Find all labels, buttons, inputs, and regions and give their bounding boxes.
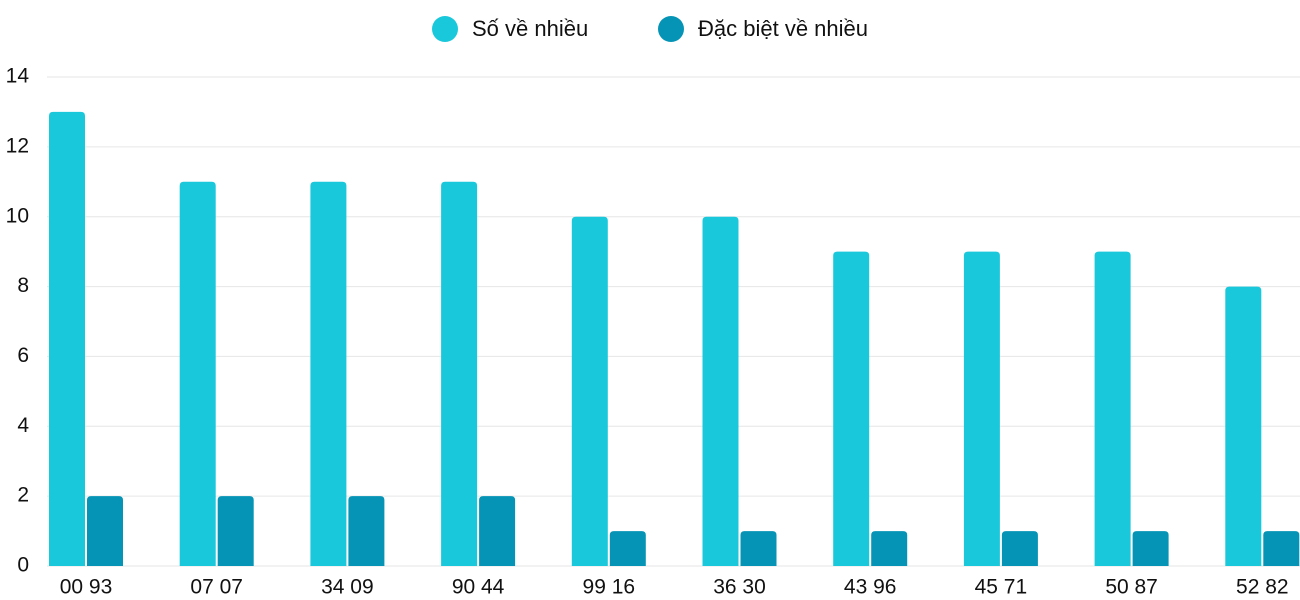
- y-tick-label: 0: [17, 554, 29, 577]
- x-tick-label: 90 44: [452, 576, 505, 599]
- bar: [49, 111, 85, 566]
- x-tick-label: 07 07: [190, 576, 243, 599]
- y-tick-label: 4: [17, 414, 29, 437]
- y-tick-label: 2: [17, 484, 29, 507]
- y-tick-label: 6: [17, 344, 29, 367]
- bar: [348, 496, 385, 566]
- bar: [609, 531, 646, 566]
- x-tick-label: 50 87: [1105, 576, 1158, 599]
- bar: [217, 496, 254, 566]
- bar: [479, 496, 516, 566]
- bar: [1094, 251, 1131, 566]
- y-tick-label: 10: [6, 204, 29, 227]
- bar: [1001, 531, 1038, 566]
- bar: [179, 181, 216, 567]
- legend-marker: [432, 16, 458, 42]
- legend-label: Số về nhiều: [472, 16, 588, 41]
- bar: [571, 216, 608, 566]
- y-tick-label: 12: [6, 134, 29, 157]
- x-tick-label: 00 93: [60, 576, 113, 599]
- y-tick-label: 14: [6, 65, 30, 88]
- y-tick-label: 8: [17, 274, 29, 297]
- bar: [87, 496, 123, 566]
- x-tick-label: 52 82: [1236, 576, 1289, 599]
- bar: [871, 531, 908, 566]
- bar: [702, 216, 739, 566]
- bar: [441, 181, 478, 567]
- x-tick-label: 99 16: [583, 576, 636, 599]
- x-tick-label: 34 09: [321, 576, 374, 599]
- x-tick-label: 45 71: [975, 576, 1028, 599]
- bar: [1263, 531, 1300, 566]
- bar: [1132, 531, 1169, 566]
- x-tick-label: 36 30: [713, 576, 766, 599]
- bar: [740, 531, 777, 566]
- bar: [1225, 286, 1262, 566]
- bar: [963, 251, 1000, 566]
- legend-marker: [658, 16, 684, 42]
- x-tick-label: 43 96: [844, 576, 897, 599]
- legend-label: Đặc biệt về nhiều: [698, 16, 868, 41]
- bar: [310, 181, 347, 567]
- bar: [833, 251, 870, 566]
